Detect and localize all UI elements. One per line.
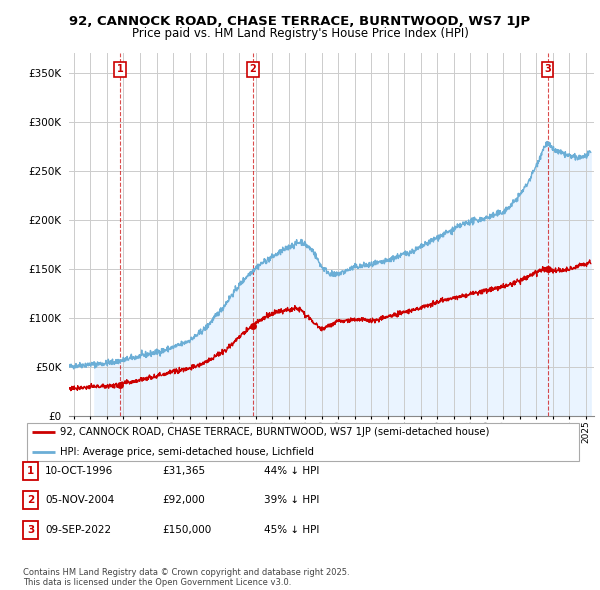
Text: 09-SEP-2022: 09-SEP-2022 <box>45 525 111 535</box>
Text: 44% ↓ HPI: 44% ↓ HPI <box>264 466 319 476</box>
Text: 3: 3 <box>27 525 34 535</box>
Text: 2: 2 <box>27 496 34 505</box>
Text: 05-NOV-2004: 05-NOV-2004 <box>45 496 114 505</box>
Text: 1: 1 <box>27 466 34 476</box>
Text: Contains HM Land Registry data © Crown copyright and database right 2025.
This d: Contains HM Land Registry data © Crown c… <box>23 568 349 587</box>
FancyBboxPatch shape <box>27 423 579 461</box>
Text: £31,365: £31,365 <box>162 466 205 476</box>
Text: 92, CANNOCK ROAD, CHASE TERRACE, BURNTWOOD, WS7 1JP: 92, CANNOCK ROAD, CHASE TERRACE, BURNTWO… <box>70 15 530 28</box>
Text: 1: 1 <box>116 64 123 74</box>
Text: 92, CANNOCK ROAD, CHASE TERRACE, BURNTWOOD, WS7 1JP (semi-detached house): 92, CANNOCK ROAD, CHASE TERRACE, BURNTWO… <box>60 427 490 437</box>
Text: Price paid vs. HM Land Registry's House Price Index (HPI): Price paid vs. HM Land Registry's House … <box>131 27 469 40</box>
Text: 45% ↓ HPI: 45% ↓ HPI <box>264 525 319 535</box>
Text: 2: 2 <box>250 64 256 74</box>
Text: 10-OCT-1996: 10-OCT-1996 <box>45 466 113 476</box>
Text: 39% ↓ HPI: 39% ↓ HPI <box>264 496 319 505</box>
Text: £92,000: £92,000 <box>162 496 205 505</box>
Text: HPI: Average price, semi-detached house, Lichfield: HPI: Average price, semi-detached house,… <box>60 447 314 457</box>
Text: £150,000: £150,000 <box>162 525 211 535</box>
Text: 3: 3 <box>544 64 551 74</box>
Bar <box>69 53 94 416</box>
